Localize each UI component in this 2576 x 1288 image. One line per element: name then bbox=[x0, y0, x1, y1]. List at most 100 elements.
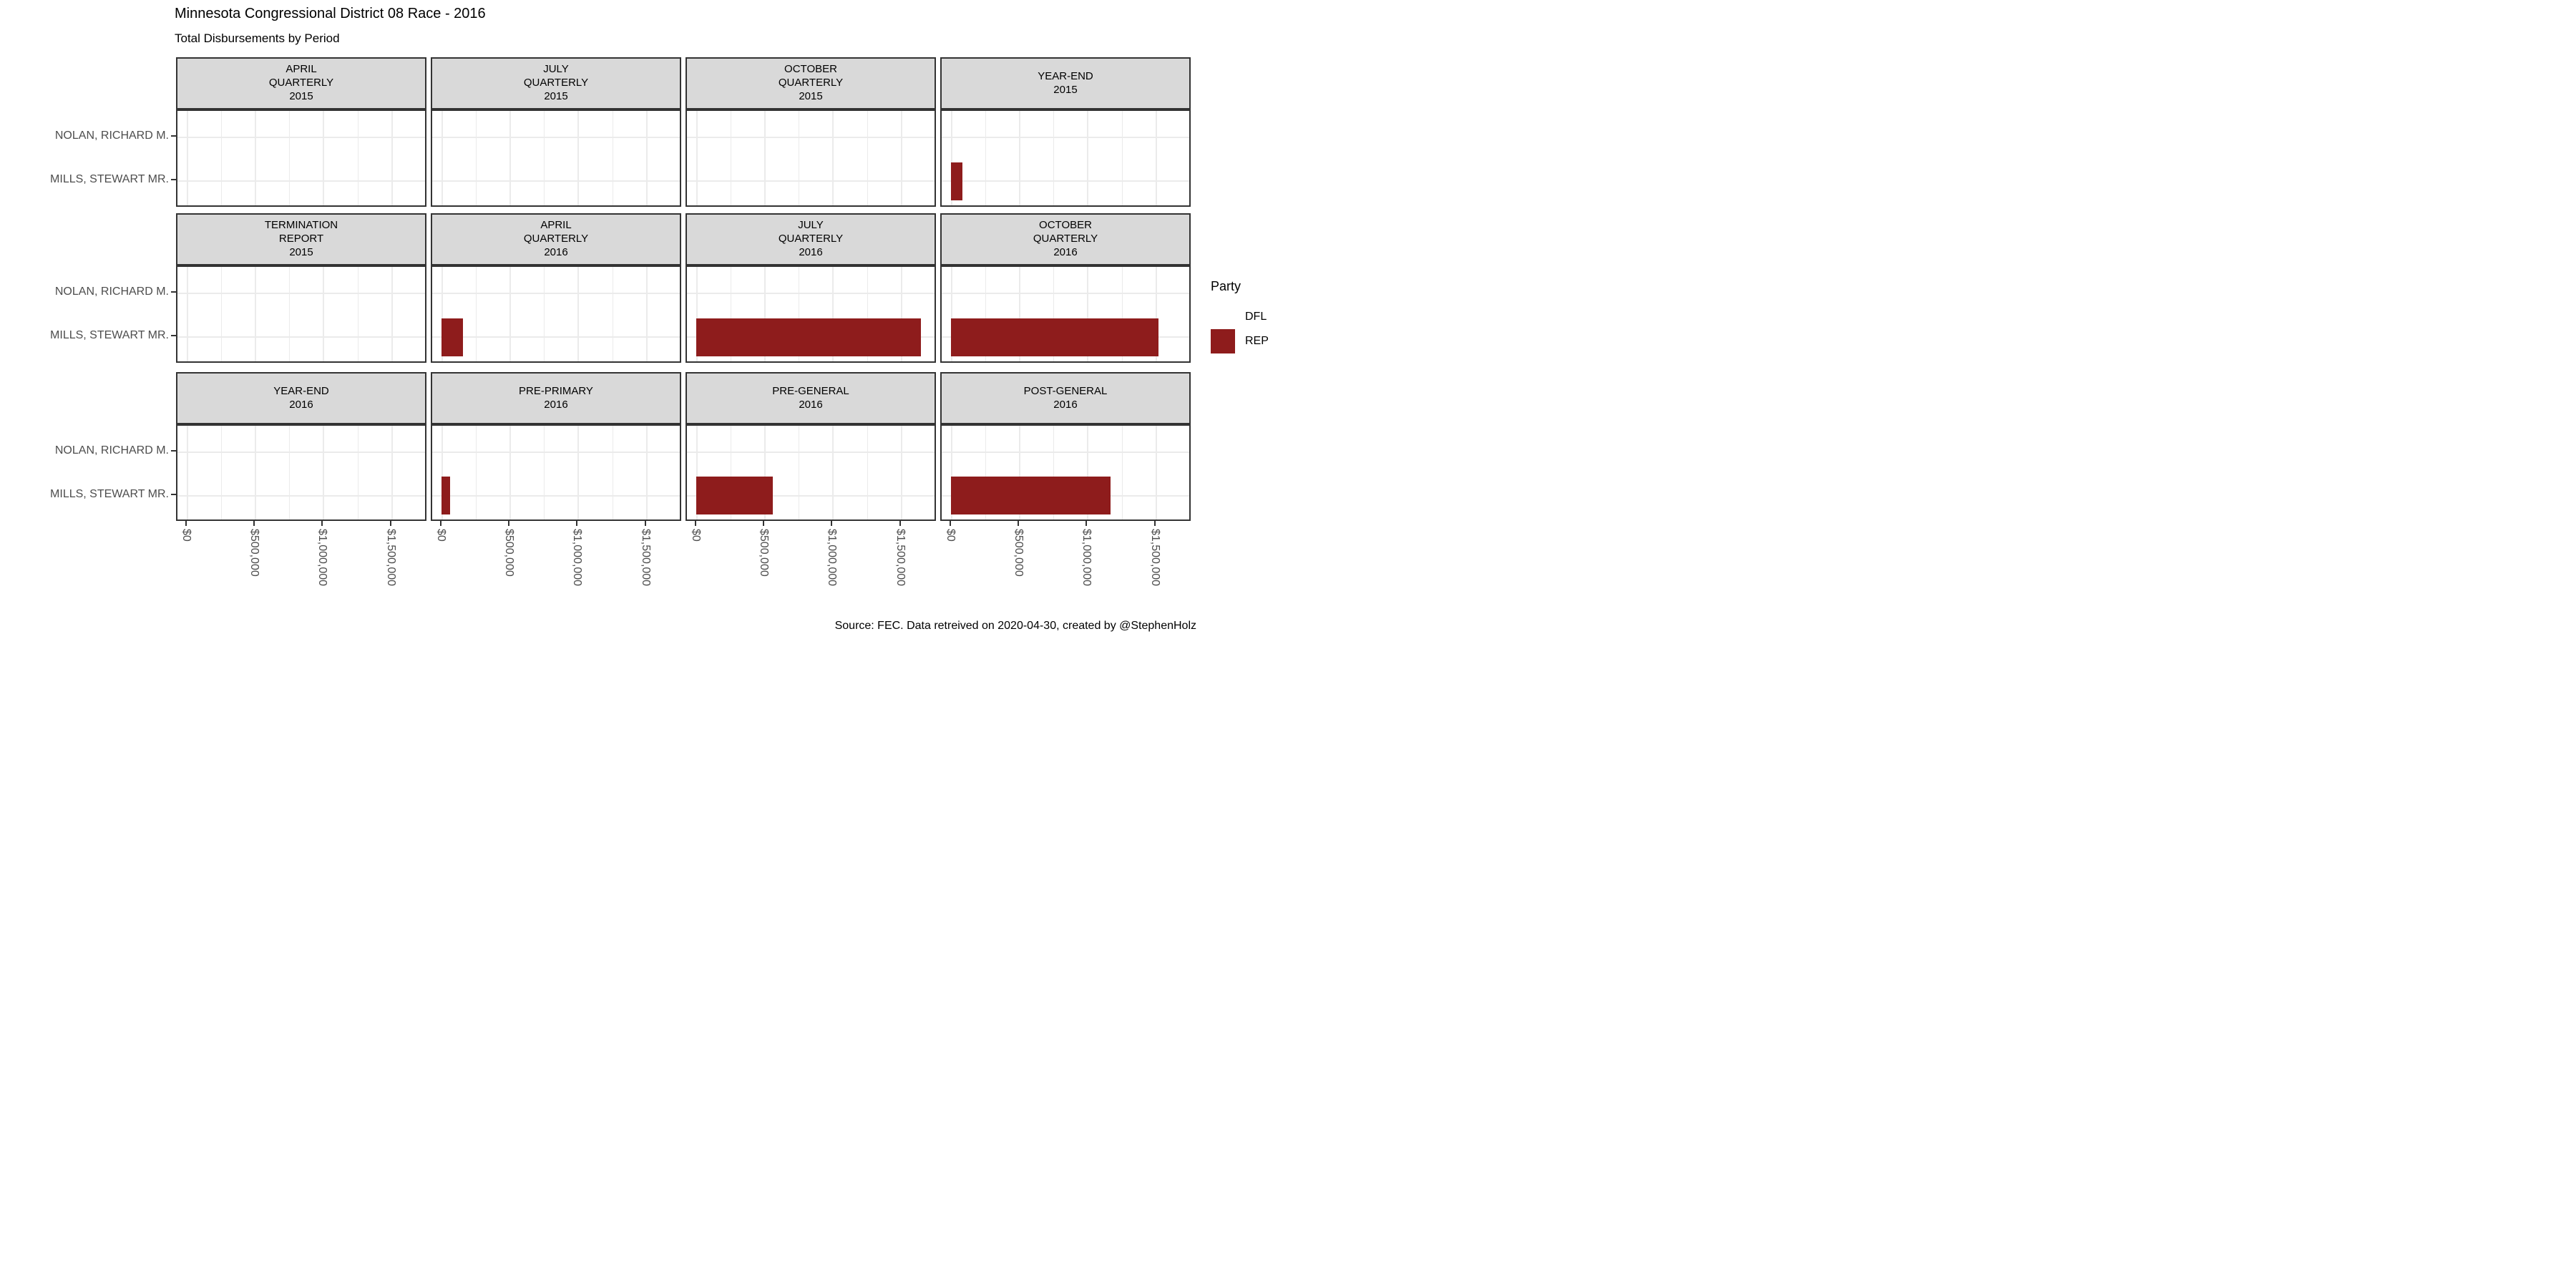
x-major-gridline bbox=[441, 426, 443, 519]
x-major-gridline bbox=[441, 267, 443, 361]
x-minor-gridline bbox=[1121, 267, 1123, 361]
facet-panel bbox=[176, 265, 426, 363]
facet-strip-line: PRE-GENERAL bbox=[772, 384, 849, 397]
x-axis-label: $0 bbox=[690, 529, 702, 542]
x-major-gridline bbox=[1087, 426, 1089, 519]
x-axis-tick bbox=[899, 521, 901, 526]
candidate-label: MILLS, STEWART MR. bbox=[50, 487, 169, 500]
x-axis-tick bbox=[576, 521, 578, 526]
x-major-gridline bbox=[255, 426, 257, 519]
x-minor-gridline bbox=[1053, 267, 1055, 361]
facet-panel bbox=[431, 265, 681, 363]
x-major-gridline bbox=[509, 426, 512, 519]
x-major-gridline bbox=[832, 111, 834, 205]
facet-strip: JULY QUARTERLY 2015 bbox=[431, 57, 681, 109]
y-major-gridline bbox=[432, 293, 680, 295]
facet-strip-line: 2016 bbox=[544, 398, 568, 411]
y-major-gridline bbox=[177, 494, 425, 497]
facet-strip: POST-GENERAL 2016 bbox=[940, 372, 1191, 424]
legend-key-rep bbox=[1211, 329, 1235, 353]
y-major-gridline bbox=[432, 137, 680, 139]
x-axis-tick bbox=[185, 521, 187, 526]
x-major-gridline bbox=[764, 267, 766, 361]
y-major-gridline bbox=[687, 137, 935, 139]
x-major-gridline bbox=[951, 426, 952, 519]
x-axis-label: $1,000,000 bbox=[571, 529, 584, 587]
candidate-label: MILLS, STEWART MR. bbox=[50, 173, 169, 186]
facet-strip-line: QUARTERLY bbox=[268, 77, 334, 89]
x-axis-label: $1,500,000 bbox=[1148, 529, 1161, 587]
x-major-gridline bbox=[1019, 267, 1021, 361]
x-major-gridline bbox=[391, 426, 393, 519]
disbursement-bar bbox=[696, 477, 773, 515]
x-axis-label: $1,000,000 bbox=[316, 529, 329, 587]
x-axis-tick bbox=[440, 521, 441, 526]
y-major-gridline bbox=[177, 336, 425, 338]
x-minor-gridline bbox=[544, 426, 545, 519]
chart-subtitle: Total Disbursements by Period bbox=[175, 31, 340, 45]
facet-strip: JULY QUARTERLY 2016 bbox=[686, 213, 936, 265]
x-minor-gridline bbox=[985, 267, 987, 361]
x-minor-gridline bbox=[476, 426, 477, 519]
facet-panel bbox=[686, 109, 936, 207]
x-major-gridline bbox=[951, 111, 952, 205]
disbursement-bar bbox=[441, 318, 463, 356]
y-major-gridline bbox=[177, 293, 425, 295]
x-axis-tick bbox=[831, 521, 833, 526]
candidate-label: NOLAN, RICHARD M. bbox=[54, 444, 169, 457]
y-axis-tick bbox=[171, 135, 176, 137]
facet-strip-line: 2015 bbox=[544, 89, 568, 102]
facet-strip-line: 2016 bbox=[1053, 398, 1078, 411]
x-major-gridline bbox=[509, 267, 512, 361]
y-major-gridline bbox=[177, 451, 425, 453]
y-major-gridline bbox=[432, 180, 680, 182]
x-major-gridline bbox=[1155, 426, 1157, 519]
facet-strip-line: PRE-PRIMARY bbox=[519, 384, 593, 397]
x-major-gridline bbox=[696, 111, 698, 205]
y-major-gridline bbox=[942, 137, 1189, 139]
facet-panel bbox=[431, 109, 681, 207]
y-axis-tick bbox=[171, 291, 176, 293]
x-minor-gridline bbox=[544, 111, 545, 205]
facet-strip-line: JULY bbox=[798, 219, 824, 232]
facet-strip-line: 2016 bbox=[799, 245, 823, 258]
facet-strip: PRE-GENERAL 2016 bbox=[686, 372, 936, 424]
facet-strip-line: APRIL bbox=[540, 219, 572, 232]
x-axis-tick bbox=[321, 521, 323, 526]
facet-strip-line: 2015 bbox=[289, 245, 313, 258]
facet-strip: TERMINATION REPORT 2015 bbox=[176, 213, 426, 265]
facet-strip: PRE-PRIMARY 2016 bbox=[431, 372, 681, 424]
facet-strip-line: 2015 bbox=[1053, 83, 1078, 96]
facet-panel bbox=[686, 424, 936, 521]
x-axis-tick bbox=[253, 521, 255, 526]
y-major-gridline bbox=[177, 137, 425, 139]
facet-strip-line: QUARTERLY bbox=[778, 77, 844, 89]
x-minor-gridline bbox=[1053, 111, 1055, 205]
y-axis-tick bbox=[171, 493, 176, 495]
facet-strip-line: QUARTERLY bbox=[778, 233, 844, 245]
x-axis-tick bbox=[1153, 521, 1156, 526]
y-major-gridline bbox=[432, 336, 680, 338]
x-axis-label: $1,500,000 bbox=[384, 529, 397, 587]
facet-strip-line: OCTOBER bbox=[1039, 219, 1092, 232]
x-minor-gridline bbox=[221, 111, 223, 205]
y-axis-tick bbox=[171, 179, 176, 181]
x-minor-gridline bbox=[289, 111, 291, 205]
x-major-gridline bbox=[645, 426, 648, 519]
faceted-bar-chart: Minnesota Congressional District 08 Race… bbox=[0, 0, 1288, 644]
legend-title: Party bbox=[1211, 279, 1241, 293]
x-axis-label: $0 bbox=[945, 529, 957, 542]
y-major-gridline bbox=[687, 451, 935, 453]
disbursement-bar bbox=[951, 318, 1159, 356]
facet-strip: APRIL QUARTERLY 2016 bbox=[431, 213, 681, 265]
facet-strip: APRIL QUARTERLY 2015 bbox=[176, 57, 426, 109]
facet-strip-line: POST-GENERAL bbox=[1023, 384, 1108, 397]
y-major-gridline bbox=[687, 494, 935, 497]
y-major-gridline bbox=[942, 180, 1189, 182]
x-major-gridline bbox=[900, 426, 902, 519]
x-major-gridline bbox=[255, 267, 257, 361]
x-axis-tick bbox=[1018, 521, 1020, 526]
x-major-gridline bbox=[1019, 111, 1021, 205]
x-major-gridline bbox=[645, 267, 648, 361]
x-axis-label: $500,000 bbox=[758, 529, 771, 577]
